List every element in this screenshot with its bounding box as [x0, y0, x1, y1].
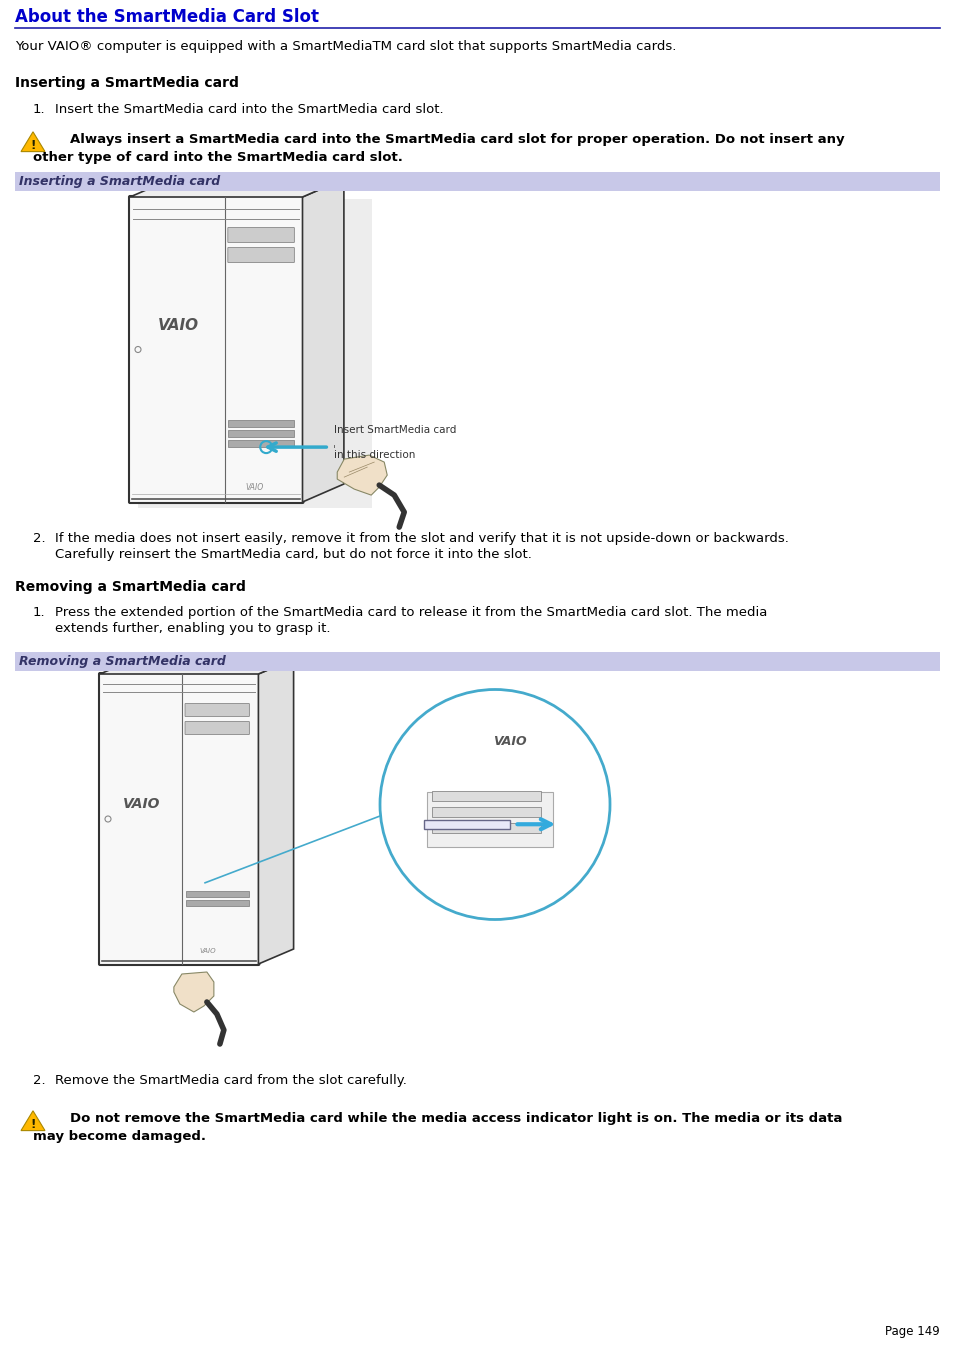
Text: Inserting a SmartMedia card: Inserting a SmartMedia card	[15, 76, 238, 91]
FancyBboxPatch shape	[228, 420, 294, 427]
FancyBboxPatch shape	[432, 808, 540, 817]
FancyBboxPatch shape	[228, 440, 294, 447]
Text: Your VAIO® computer is equipped with a SmartMediaTM card slot that supports Smar: Your VAIO® computer is equipped with a S…	[15, 41, 676, 53]
Text: Inserting a SmartMedia card: Inserting a SmartMedia card	[19, 176, 220, 188]
Text: Do not remove the SmartMedia card while the media access indicator light is on. : Do not remove the SmartMedia card while …	[70, 1112, 841, 1125]
Text: 1.: 1.	[33, 607, 46, 619]
FancyBboxPatch shape	[15, 653, 939, 671]
Text: in this direction: in this direction	[334, 450, 416, 461]
Text: Insert the SmartMedia card into the SmartMedia card slot.: Insert the SmartMedia card into the Smar…	[55, 103, 443, 116]
Polygon shape	[302, 178, 343, 503]
Text: Insert SmartMedia card: Insert SmartMedia card	[334, 426, 456, 435]
Text: other type of card into the SmartMedia card slot.: other type of card into the SmartMedia c…	[33, 151, 402, 163]
Text: About the SmartMedia Card Slot: About the SmartMedia Card Slot	[15, 8, 318, 26]
Text: VAIO: VAIO	[493, 735, 526, 747]
FancyBboxPatch shape	[228, 247, 294, 262]
Circle shape	[379, 689, 609, 920]
Text: VAIO: VAIO	[122, 797, 160, 812]
Text: Remove the SmartMedia card from the slot carefully.: Remove the SmartMedia card from the slot…	[55, 1074, 406, 1088]
FancyBboxPatch shape	[99, 673, 259, 965]
FancyBboxPatch shape	[432, 823, 540, 834]
FancyBboxPatch shape	[185, 704, 249, 716]
Polygon shape	[100, 659, 294, 674]
FancyBboxPatch shape	[185, 892, 249, 897]
FancyBboxPatch shape	[426, 792, 553, 847]
FancyBboxPatch shape	[228, 430, 294, 438]
Polygon shape	[336, 455, 387, 494]
Text: !: !	[30, 139, 35, 153]
Text: VAIO: VAIO	[245, 482, 263, 492]
FancyBboxPatch shape	[129, 196, 303, 503]
FancyBboxPatch shape	[138, 199, 372, 508]
Text: Always insert a SmartMedia card into the SmartMedia card slot for proper operati: Always insert a SmartMedia card into the…	[70, 132, 843, 146]
Text: 1.: 1.	[33, 103, 46, 116]
Text: Removing a SmartMedia card: Removing a SmartMedia card	[15, 580, 246, 594]
Polygon shape	[21, 132, 45, 151]
Text: 2.: 2.	[33, 532, 46, 544]
Text: !: !	[30, 1119, 35, 1131]
FancyBboxPatch shape	[15, 172, 939, 190]
FancyBboxPatch shape	[228, 227, 294, 242]
Text: 2.: 2.	[33, 1074, 46, 1088]
Polygon shape	[258, 659, 294, 965]
Text: Press the extended portion of the SmartMedia card to release it from the SmartMe: Press the extended portion of the SmartM…	[55, 607, 766, 619]
Text: Removing a SmartMedia card: Removing a SmartMedia card	[19, 655, 226, 667]
Text: If the media does not insert easily, remove it from the slot and verify that it : If the media does not insert easily, rem…	[55, 532, 788, 544]
Polygon shape	[130, 178, 343, 197]
FancyBboxPatch shape	[423, 820, 510, 830]
Text: VAIO: VAIO	[157, 317, 198, 332]
Text: extends further, enabling you to grasp it.: extends further, enabling you to grasp i…	[55, 621, 330, 635]
Text: Carefully reinsert the SmartMedia card, but do not force it into the slot.: Carefully reinsert the SmartMedia card, …	[55, 549, 532, 561]
Text: may become damaged.: may become damaged.	[33, 1129, 206, 1143]
FancyBboxPatch shape	[185, 900, 249, 907]
FancyBboxPatch shape	[185, 721, 249, 735]
Text: Page 149: Page 149	[884, 1325, 939, 1337]
FancyBboxPatch shape	[432, 792, 540, 801]
Text: VAIO: VAIO	[199, 948, 215, 954]
Polygon shape	[173, 971, 213, 1012]
Polygon shape	[21, 1111, 45, 1131]
